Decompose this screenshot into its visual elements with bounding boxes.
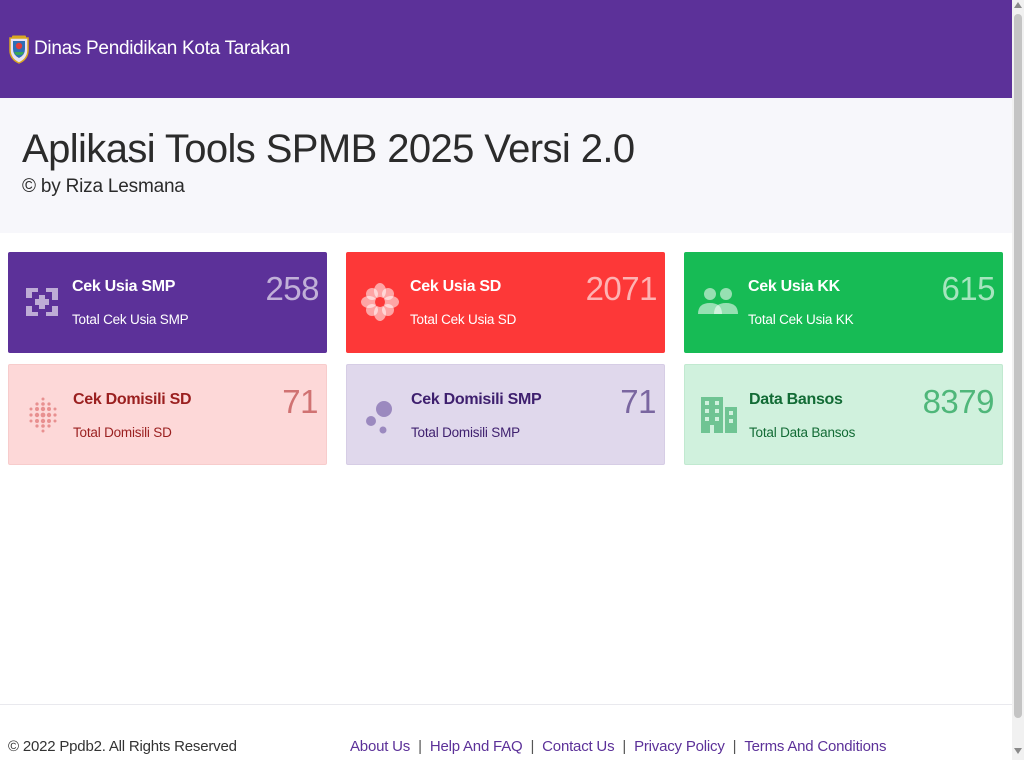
- card-title: Data Bansos: [749, 391, 843, 408]
- users-icon: [698, 288, 738, 314]
- card-cek-domisili-sd[interactable]: Cek Domisili SD Total Domisili SD 71: [8, 364, 327, 465]
- scrollbar-thumb[interactable]: [1014, 14, 1022, 718]
- card-count: 71: [620, 383, 656, 420]
- bubbles-icon: [366, 401, 392, 434]
- card-title: Cek Usia KK: [748, 278, 840, 295]
- card-cek-usia-smp[interactable]: Cek Usia SMP Total Cek Usia SMP 258: [8, 252, 327, 353]
- card-cek-usia-kk[interactable]: Cek Usia KK Total Cek Usia KK 615: [684, 252, 1003, 353]
- footer-links: About Us | Help And FAQ | Contact Us | P…: [350, 738, 886, 755]
- footer-separator: |: [418, 738, 422, 755]
- card-title: Cek Usia SD: [410, 278, 501, 295]
- hero-section: Aplikasi Tools SPMB 2025 Versi 2.0 © by …: [0, 98, 1012, 233]
- footer-link-privacy-policy[interactable]: Privacy Policy: [634, 738, 725, 755]
- card-subtitle: Total Data Bansos: [749, 425, 856, 440]
- card-title: Cek Domisili SD: [73, 391, 192, 408]
- hospital-cross-icon: [26, 288, 58, 316]
- footer-separator: |: [530, 738, 535, 755]
- card-subtitle: Total Cek Usia SMP: [72, 312, 189, 327]
- footer: © 2022 Ppdb2. All Rights Reserved About …: [0, 704, 1012, 760]
- vertical-scrollbar[interactable]: [1012, 0, 1024, 760]
- card-subtitle: Total Cek Usia SD: [410, 312, 517, 327]
- brand-title: Dinas Pendidikan Kota Tarakan: [34, 38, 291, 59]
- card-subtitle: Total Cek Usia KK: [748, 312, 854, 327]
- card-count: 71: [282, 383, 318, 420]
- footer-separator: |: [622, 738, 627, 755]
- footer-link-contact-us[interactable]: Contact Us: [542, 738, 615, 755]
- brand-link[interactable]: Dinas Pendidikan Kota Tarakan: [8, 34, 290, 64]
- card-title: Cek Domisili SMP: [411, 391, 542, 408]
- card-count: 258: [265, 270, 319, 307]
- page-subtitle: © by Riza Lesmana: [22, 176, 185, 197]
- footer-separator: |: [732, 738, 737, 755]
- dots-grid-icon: [29, 397, 57, 433]
- card-subtitle: Total Domisili SMP: [411, 425, 520, 440]
- footer-link-help-faq[interactable]: Help And FAQ: [429, 738, 523, 755]
- card-subtitle: Total Domisili SD: [73, 425, 172, 440]
- card-data-bansos[interactable]: Data Bansos Total Data Bansos 8379: [684, 364, 1003, 465]
- scroll-down-arrow-icon[interactable]: [1014, 748, 1022, 754]
- kota-tarakan-emblem-icon: [9, 35, 29, 64]
- flower-icon: [361, 283, 399, 321]
- footer-copyright: © 2022 Ppdb2. All Rights Reserved: [8, 738, 237, 755]
- scroll-up-arrow-icon[interactable]: [1014, 2, 1022, 8]
- card-title: Cek Usia SMP: [72, 278, 176, 295]
- page-title: Aplikasi Tools SPMB 2025 Versi 2.0: [22, 127, 635, 171]
- card-cek-usia-sd[interactable]: Cek Usia SD Total Cek Usia SD 2071: [346, 252, 665, 353]
- card-count: 615: [941, 270, 995, 307]
- footer-link-about-us[interactable]: About Us: [350, 738, 411, 755]
- footer-link-terms-conditions[interactable]: Terms And Conditions: [744, 738, 887, 755]
- card-cek-domisili-smp[interactable]: Cek Domisili SMP Total Domisili SMP 71: [346, 364, 665, 465]
- top-navbar: Dinas Pendidikan Kota Tarakan: [0, 0, 1012, 98]
- card-count: 2071: [585, 270, 658, 307]
- building-icon: [701, 397, 737, 433]
- card-count: 8379: [922, 383, 995, 420]
